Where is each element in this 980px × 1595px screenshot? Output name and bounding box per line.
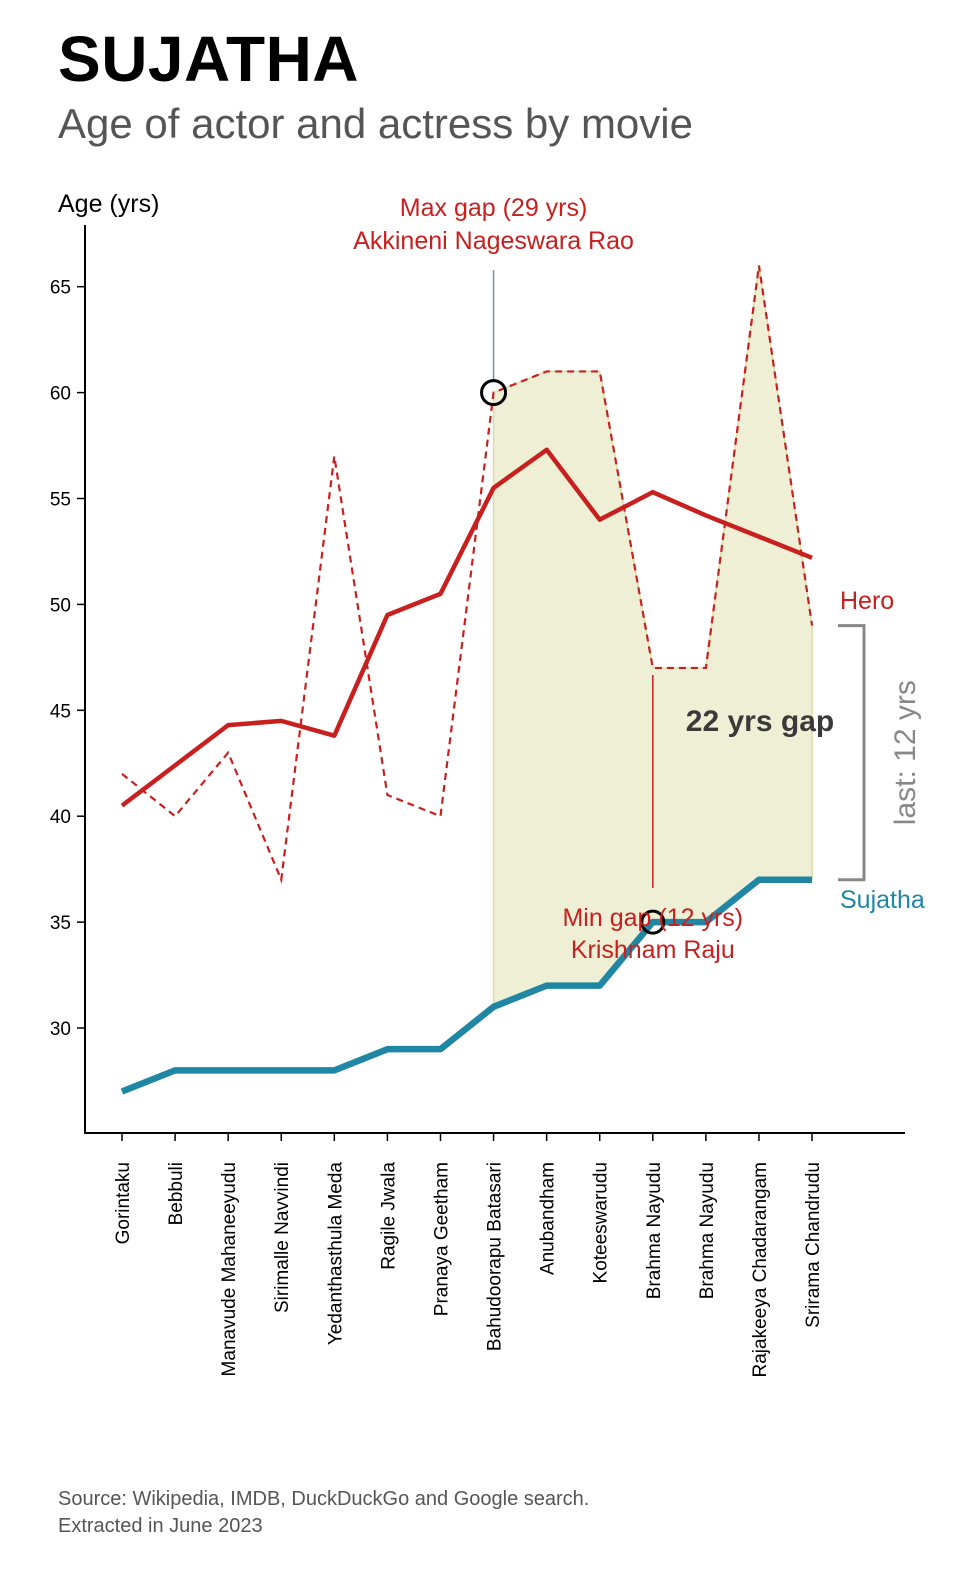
x-tick-label: Pranaya Geetham: [431, 1162, 452, 1316]
hero-age-dashed-line: [121, 265, 814, 884]
min-gap-actor-label: Krishnam Raju: [571, 936, 735, 964]
chart-title: SUJATHA: [58, 23, 359, 95]
last-gap-label: last: 12 yrs: [889, 680, 922, 825]
x-tick-label: Bebbuli: [166, 1162, 187, 1225]
x-tick-label: Brahma Nayudu: [697, 1162, 718, 1299]
chart-subtitle: Age of actor and actress by movie: [58, 100, 693, 147]
y-tick-label: 60: [50, 384, 71, 405]
min-gap-marker: [640, 909, 666, 935]
sujatha-age-line: [120, 876, 813, 1095]
last-gap-bracket: [838, 624, 866, 882]
source-footer: Source: Wikipedia, IMDB, DuckDuckGo and …: [58, 1486, 589, 1540]
max-gap-label: Max gap (29 yrs): [400, 194, 588, 222]
x-tick-label: Sirimalle Navvindi: [272, 1162, 293, 1313]
y-tick-label: 30: [50, 1019, 71, 1040]
extraction-date-line: Extracted in June 2023: [58, 1515, 263, 1537]
y-tick-label: 50: [50, 595, 71, 616]
x-tick-label: Ragile Jwala: [378, 1162, 399, 1270]
x-tick-label: Anubandham: [538, 1162, 559, 1275]
y-tick-label: 35: [50, 913, 71, 934]
max-gap-actor-label: Akkineni Nageswara Rao: [353, 227, 634, 255]
x-tick-label: Srirama Chandrudu: [803, 1162, 824, 1328]
hero-series-label: Hero: [840, 587, 894, 615]
gap-shaded-area: [492, 265, 813, 1008]
y-tick-label: 45: [50, 701, 71, 722]
sujatha-series-label: Sujatha: [840, 886, 925, 914]
min-gap-label: Min gap (12 yrs): [562, 904, 743, 932]
x-tick-label: Gorintaku: [113, 1162, 134, 1244]
x-tick-label: Yedanthasthula Meda: [325, 1162, 346, 1346]
x-tick-label: Bahudoorapu Batasari: [485, 1162, 506, 1351]
source-line: Source: Wikipedia, IMDB, DuckDuckGo and …: [58, 1488, 590, 1510]
x-tick-label: Manavude Mahaneeyudu: [219, 1162, 240, 1376]
average-gap-label: 22 yrs gap: [686, 705, 834, 738]
x-tick-label: Koteeswarudu: [591, 1162, 612, 1283]
x-tick-label: Brahma Nayudu: [644, 1162, 665, 1299]
y-tick-label: 65: [50, 278, 71, 299]
y-axis-label: Age (yrs): [58, 190, 159, 218]
hero-trend-line: [120, 447, 813, 808]
y-tick-label: 55: [50, 490, 71, 511]
max-gap-marker: [480, 379, 508, 407]
x-tick-label: Rajakeeya Chadarangam: [750, 1162, 771, 1377]
y-tick-label: 40: [50, 807, 71, 828]
